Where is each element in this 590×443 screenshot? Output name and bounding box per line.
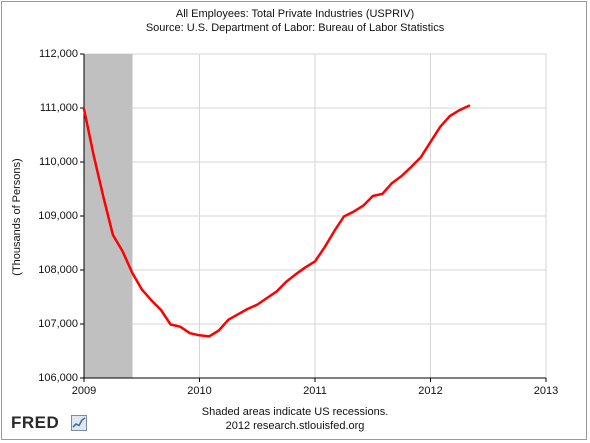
series-line-0 [82, 104, 471, 338]
source-credit: 2012 research.stlouisfed.org [225, 420, 365, 432]
fred-logo: FRED [11, 413, 60, 432]
recession-note: Shaded areas indicate US recessions. [201, 406, 389, 418]
y-tick-label: 110,000 [39, 156, 78, 168]
chart-subtitle: Source: U.S. Department of Labor: Bureau… [145, 22, 445, 34]
chart-title: All Employees: Total Private Industries … [175, 8, 415, 20]
y-tick-label: 111,000 [39, 102, 78, 114]
y-tick-label: 109,000 [38, 210, 78, 222]
x-tick-label: 2011 [303, 385, 327, 397]
x-tick-label: 2010 [187, 385, 212, 397]
x-tick-label: 2009 [71, 385, 97, 397]
fred-chart-icon [71, 415, 87, 431]
y-tick-label: 106,000 [38, 372, 78, 384]
y-tick-label: 108,000 [38, 264, 78, 276]
x-tick-label: 2012 [418, 385, 443, 397]
y-tick-label: 107,000 [38, 318, 78, 330]
y-tick-label: 112,000 [39, 48, 78, 60]
x-tick-label: 2013 [533, 385, 559, 397]
